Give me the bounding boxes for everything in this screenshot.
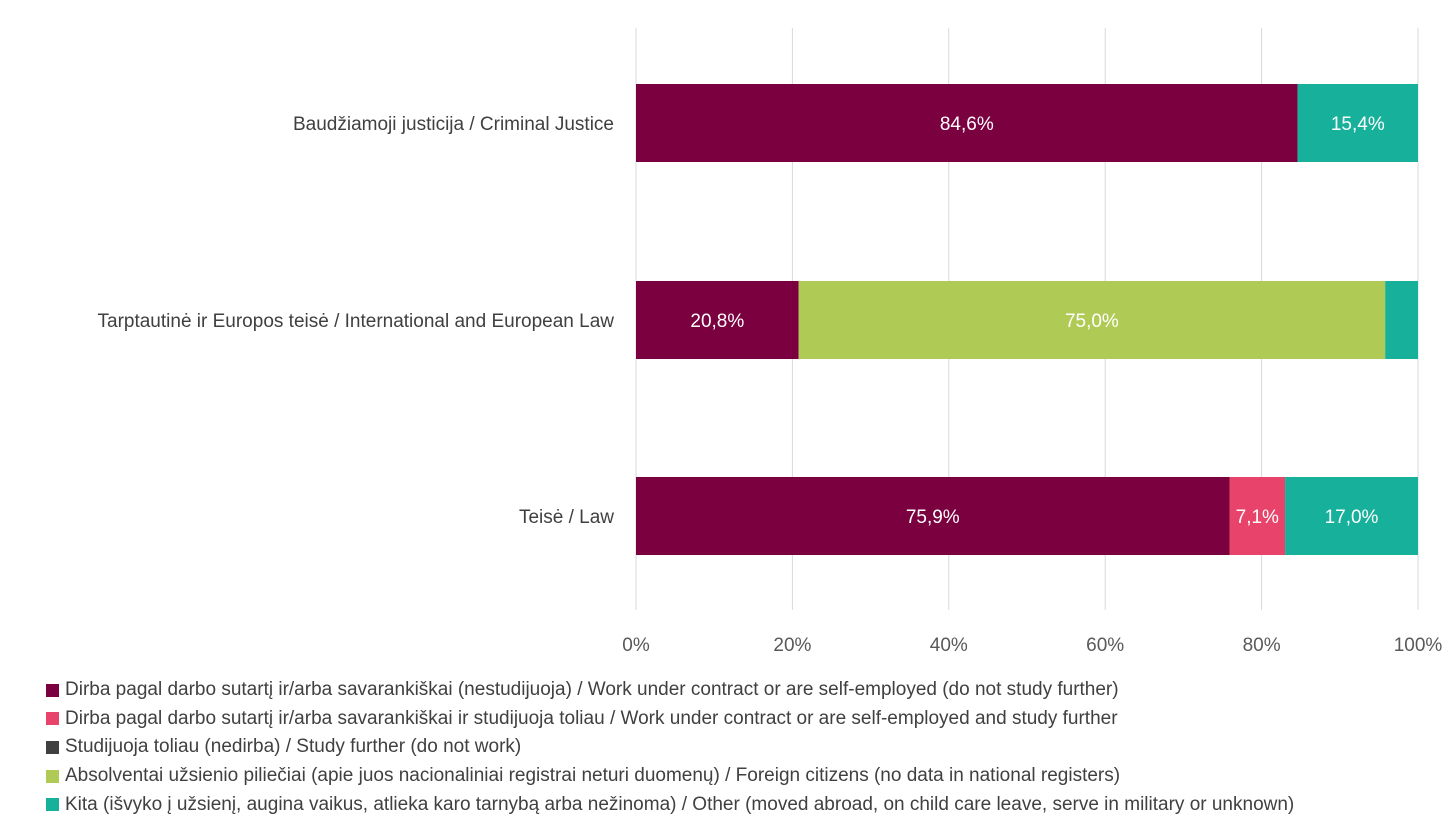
data-label: 17,0%	[1325, 507, 1379, 528]
bar-segment	[798, 281, 1386, 359]
data-label: 84,6%	[940, 114, 994, 135]
bar-segment	[1385, 281, 1418, 359]
legend: Dirba pagal darbo sutartį ir/arba savara…	[46, 676, 1451, 819]
category-labels: Baudžiamoji justicija / Criminal Justice…	[98, 114, 615, 528]
bar-segment	[1229, 477, 1286, 555]
bar-segment	[1285, 477, 1418, 555]
data-label: 75,0%	[1065, 311, 1119, 332]
category-label: Baudžiamoji justicija / Criminal Justice	[293, 114, 614, 135]
bars	[636, 84, 1418, 555]
bar-segment	[1297, 84, 1418, 162]
x-tick-label: 100%	[1394, 635, 1443, 656]
legend-item: Studijuoja toliau (nedirba) / Study furt…	[46, 733, 1451, 762]
legend-swatch	[46, 740, 59, 754]
x-tick-label: 40%	[930, 635, 968, 656]
data-label: 7,1%	[1236, 507, 1279, 528]
legend-item: Kita (išvyko į užsienį, augina vaikus, a…	[46, 790, 1451, 819]
category-label: Tarptautinė ir Europos teisė / Internati…	[98, 311, 615, 332]
legend-item: Dirba pagal darbo sutartį ir/arba savara…	[46, 676, 1451, 705]
legend-swatch	[46, 798, 59, 812]
data-label: 20,8%	[690, 311, 744, 332]
legend-label: Dirba pagal darbo sutartį ir/arba savara…	[65, 679, 1119, 701]
data-label: 75,9%	[906, 507, 960, 528]
bar-segment	[636, 281, 799, 359]
x-tick-label: 80%	[1243, 635, 1281, 656]
data-label: 15,4%	[1331, 114, 1385, 135]
legend-swatch	[46, 712, 59, 726]
x-axis-tick-labels: 0% 20% 40% 60% 80% 100%	[622, 635, 1442, 656]
x-tick-label: 0%	[622, 635, 650, 656]
stacked-bar-chart: 84,6% 15,4% 20,8% 75,0% 75,9% 7,1% 17,0% Baudž…	[98, 28, 1442, 656]
x-tick-label: 60%	[1086, 635, 1124, 656]
x-tick-label: 20%	[773, 635, 811, 656]
legend-item: Dirba pagal darbo sutartį ir/arba savara…	[46, 705, 1451, 734]
legend-label: Absolventai užsienio piliečiai (apie juo…	[65, 765, 1121, 787]
data-labels: 84,6% 15,4% 20,8% 75,0% 75,9% 7,1% 17,0%	[690, 114, 1384, 528]
legend-label: Kita (išvyko į užsienį, augina vaikus, a…	[65, 793, 1295, 815]
legend-label: Studijuoja toliau (nedirba) / Study furt…	[65, 736, 522, 758]
bar-segment	[636, 477, 1230, 555]
legend-swatch	[46, 683, 59, 697]
bar-segment	[636, 84, 1298, 162]
legend-label: Dirba pagal darbo sutartį ir/arba savara…	[65, 707, 1118, 729]
legend-swatch	[46, 769, 59, 783]
legend-item: Absolventai užsienio piliečiai (apie juo…	[46, 762, 1451, 791]
category-label: Teisė / Law	[519, 507, 614, 528]
